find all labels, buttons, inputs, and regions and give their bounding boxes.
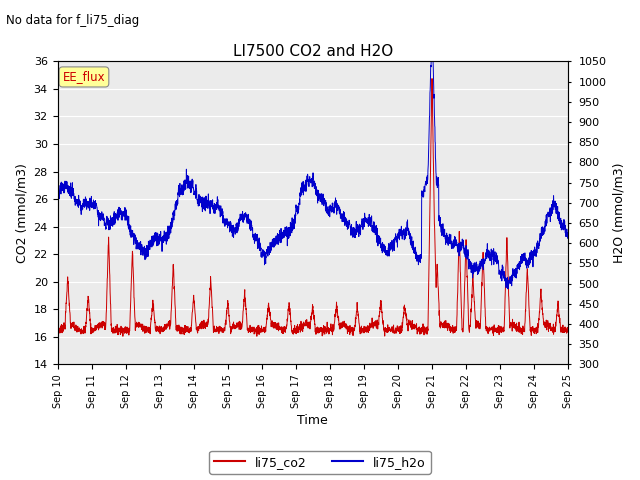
Text: EE_flux: EE_flux — [63, 71, 105, 84]
Y-axis label: H2O (mmol/m3): H2O (mmol/m3) — [612, 163, 625, 263]
Y-axis label: CO2 (mmol/m3): CO2 (mmol/m3) — [15, 163, 28, 263]
X-axis label: Time: Time — [298, 414, 328, 427]
Title: LI7500 CO2 and H2O: LI7500 CO2 and H2O — [233, 44, 393, 59]
Text: No data for f_li75_diag: No data for f_li75_diag — [6, 14, 140, 27]
Legend: li75_co2, li75_h2o: li75_co2, li75_h2o — [209, 451, 431, 474]
